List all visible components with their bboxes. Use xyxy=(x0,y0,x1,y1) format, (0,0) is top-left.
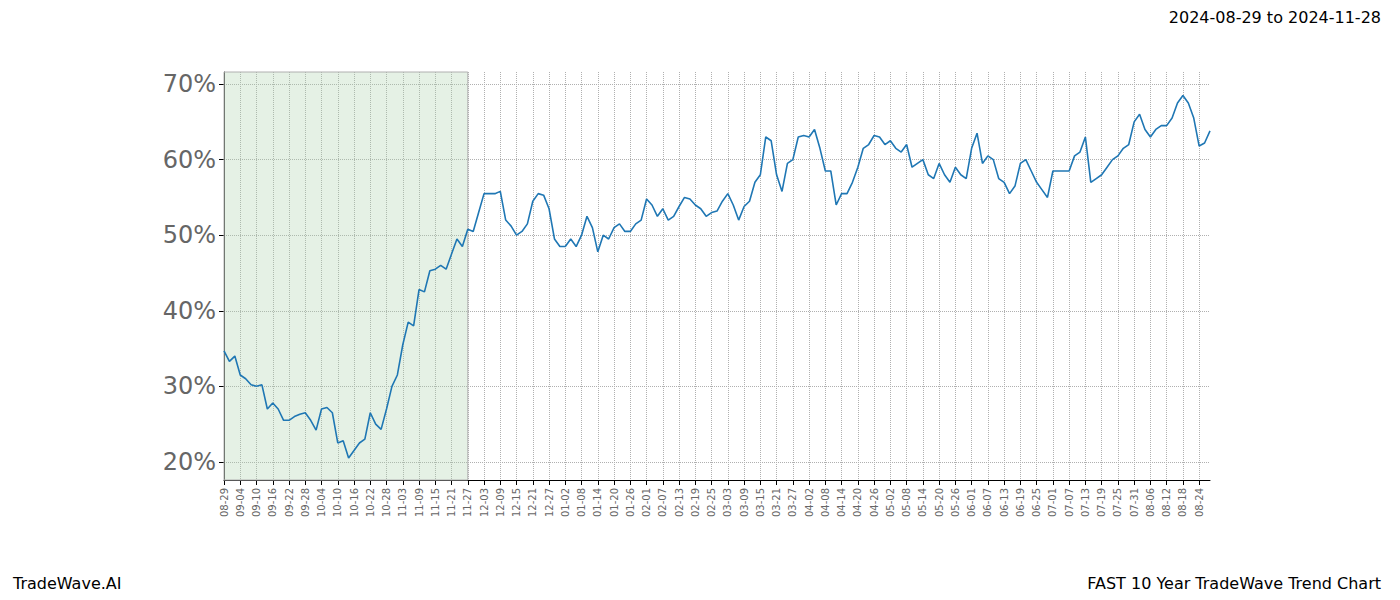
svg-text:01-26: 01-26 xyxy=(625,488,636,517)
svg-text:07-19: 07-19 xyxy=(1096,488,1107,517)
svg-text:07-31: 07-31 xyxy=(1129,488,1140,517)
svg-text:09-16: 09-16 xyxy=(267,488,278,517)
svg-text:30%: 30% xyxy=(163,372,216,400)
svg-text:06-01: 06-01 xyxy=(966,488,977,517)
svg-text:TradeWave.AI: TradeWave.AI xyxy=(12,574,121,593)
svg-text:07-01: 07-01 xyxy=(1047,488,1058,517)
svg-text:06-19: 06-19 xyxy=(1015,488,1026,517)
svg-text:01-02: 01-02 xyxy=(560,488,571,517)
svg-text:08-12: 08-12 xyxy=(1161,488,1172,517)
svg-text:10-16: 10-16 xyxy=(349,488,360,517)
svg-text:11-21: 11-21 xyxy=(446,488,457,517)
svg-text:09-22: 09-22 xyxy=(284,488,295,517)
svg-text:2024-08-29 to 2024-11-28: 2024-08-29 to 2024-11-28 xyxy=(1169,8,1381,27)
svg-text:09-10: 09-10 xyxy=(251,488,262,517)
svg-text:07-13: 07-13 xyxy=(1080,488,1091,517)
svg-text:10-28: 10-28 xyxy=(381,488,392,517)
svg-text:12-15: 12-15 xyxy=(511,488,522,517)
svg-text:11-27: 11-27 xyxy=(462,488,473,517)
svg-text:05-26: 05-26 xyxy=(950,488,961,517)
svg-text:03-03: 03-03 xyxy=(722,488,733,517)
svg-text:07-25: 07-25 xyxy=(1112,488,1123,517)
svg-text:02-19: 02-19 xyxy=(690,488,701,517)
svg-text:50%: 50% xyxy=(163,221,216,249)
svg-text:10-22: 10-22 xyxy=(365,488,376,517)
svg-text:09-28: 09-28 xyxy=(300,488,311,517)
svg-text:04-02: 04-02 xyxy=(804,488,815,517)
svg-text:01-20: 01-20 xyxy=(609,488,620,517)
svg-text:04-08: 04-08 xyxy=(820,488,831,517)
svg-text:07-07: 07-07 xyxy=(1064,488,1075,517)
svg-text:05-08: 05-08 xyxy=(901,488,912,517)
svg-text:01-08: 01-08 xyxy=(576,488,587,517)
svg-text:20%: 20% xyxy=(163,448,216,476)
svg-text:06-25: 06-25 xyxy=(1031,488,1042,517)
svg-text:03-27: 03-27 xyxy=(787,488,798,517)
svg-text:02-01: 02-01 xyxy=(641,488,652,517)
svg-text:08-06: 08-06 xyxy=(1145,488,1156,517)
svg-text:09-04: 09-04 xyxy=(235,488,246,517)
svg-text:08-29: 08-29 xyxy=(219,488,230,517)
svg-text:06-13: 06-13 xyxy=(999,488,1010,517)
svg-text:11-09: 11-09 xyxy=(414,488,425,517)
svg-text:04-26: 04-26 xyxy=(869,488,880,517)
svg-text:03-09: 03-09 xyxy=(739,488,750,517)
svg-text:FAST 10 Year TradeWave Trend C: FAST 10 Year TradeWave Trend Chart xyxy=(1087,574,1381,593)
svg-text:12-21: 12-21 xyxy=(527,488,538,517)
svg-text:02-25: 02-25 xyxy=(706,488,717,517)
svg-text:11-15: 11-15 xyxy=(430,488,441,517)
svg-text:04-14: 04-14 xyxy=(836,488,847,517)
svg-text:04-20: 04-20 xyxy=(852,488,863,517)
svg-text:05-14: 05-14 xyxy=(917,488,928,517)
svg-text:10-04: 10-04 xyxy=(316,488,327,517)
svg-text:02-07: 02-07 xyxy=(657,488,668,517)
svg-text:01-14: 01-14 xyxy=(592,488,603,517)
svg-text:70%: 70% xyxy=(163,70,216,98)
svg-text:08-18: 08-18 xyxy=(1177,488,1188,517)
svg-text:03-21: 03-21 xyxy=(771,488,782,517)
svg-text:60%: 60% xyxy=(163,146,216,174)
svg-text:12-09: 12-09 xyxy=(495,488,506,517)
svg-text:06-07: 06-07 xyxy=(982,488,993,517)
svg-text:10-10: 10-10 xyxy=(332,488,343,517)
svg-text:05-02: 05-02 xyxy=(885,488,896,517)
svg-text:03-15: 03-15 xyxy=(755,488,766,517)
svg-text:02-13: 02-13 xyxy=(674,488,685,517)
svg-text:40%: 40% xyxy=(163,297,216,325)
svg-text:12-27: 12-27 xyxy=(544,488,555,517)
svg-text:12-03: 12-03 xyxy=(479,488,490,517)
svg-text:11-03: 11-03 xyxy=(397,488,408,517)
svg-text:08-24: 08-24 xyxy=(1194,488,1205,517)
svg-text:05-20: 05-20 xyxy=(934,488,945,517)
